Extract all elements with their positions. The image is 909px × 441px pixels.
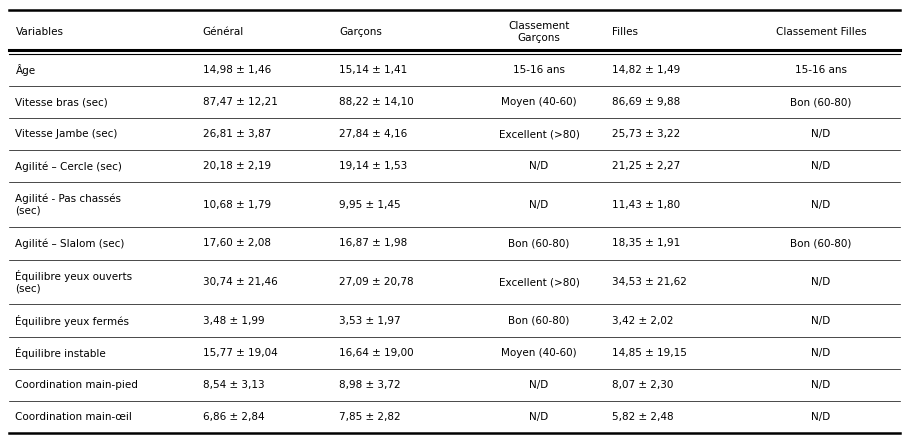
Text: Moyen (40-60): Moyen (40-60)	[501, 97, 577, 107]
Text: 15-16 ans: 15-16 ans	[794, 65, 847, 75]
Text: Vitesse Jambe (sec): Vitesse Jambe (sec)	[15, 129, 118, 139]
Text: 14,85 ± 19,15: 14,85 ± 19,15	[612, 348, 686, 358]
Text: Agilité – Slalom (sec): Agilité – Slalom (sec)	[15, 238, 125, 249]
Text: Équilibre instable: Équilibre instable	[15, 347, 106, 359]
Text: 7,85 ± 2,82: 7,85 ± 2,82	[339, 412, 401, 422]
Text: N/D: N/D	[811, 129, 831, 139]
Text: 3,53 ± 1,97: 3,53 ± 1,97	[339, 316, 401, 325]
Text: 86,69 ± 9,88: 86,69 ± 9,88	[612, 97, 680, 107]
Text: Variables: Variables	[15, 27, 64, 37]
Text: N/D: N/D	[529, 412, 549, 422]
Text: 6,86 ± 2,84: 6,86 ± 2,84	[203, 412, 265, 422]
Text: 19,14 ± 1,53: 19,14 ± 1,53	[339, 161, 407, 171]
Text: 17,60 ± 2,08: 17,60 ± 2,08	[203, 239, 271, 248]
Text: 21,25 ± 2,27: 21,25 ± 2,27	[612, 161, 680, 171]
Text: 8,54 ± 3,13: 8,54 ± 3,13	[203, 380, 265, 390]
Text: Classement Filles: Classement Filles	[775, 27, 866, 37]
Text: Excellent (>80): Excellent (>80)	[499, 129, 579, 139]
Text: Équilibre yeux fermés: Équilibre yeux fermés	[15, 314, 129, 327]
Text: Bon (60-80): Bon (60-80)	[508, 239, 570, 248]
Text: N/D: N/D	[811, 412, 831, 422]
Text: N/D: N/D	[529, 380, 549, 390]
Text: Filles: Filles	[612, 27, 638, 37]
Text: N/D: N/D	[811, 161, 831, 171]
Text: 11,43 ± 1,80: 11,43 ± 1,80	[612, 200, 680, 210]
Text: 30,74 ± 21,46: 30,74 ± 21,46	[203, 277, 277, 287]
Text: 14,82 ± 1,49: 14,82 ± 1,49	[612, 65, 680, 75]
Text: 25,73 ± 3,22: 25,73 ± 3,22	[612, 129, 680, 139]
Text: N/D: N/D	[811, 277, 831, 287]
Text: N/D: N/D	[811, 380, 831, 390]
Text: N/D: N/D	[529, 200, 549, 210]
Text: Général: Général	[203, 27, 244, 37]
Text: Coordination main-œil: Coordination main-œil	[15, 412, 133, 422]
Text: 18,35 ± 1,91: 18,35 ± 1,91	[612, 239, 680, 248]
Text: Vitesse bras (sec): Vitesse bras (sec)	[15, 97, 108, 107]
Text: Bon (60-80): Bon (60-80)	[790, 239, 852, 248]
Text: Garçons: Garçons	[339, 27, 382, 37]
Text: 9,95 ± 1,45: 9,95 ± 1,45	[339, 200, 401, 210]
Text: 15,77 ± 19,04: 15,77 ± 19,04	[203, 348, 277, 358]
Text: Âge: Âge	[15, 64, 35, 76]
Text: N/D: N/D	[529, 161, 549, 171]
Text: Moyen (40-60): Moyen (40-60)	[501, 348, 577, 358]
Text: 3,42 ± 2,02: 3,42 ± 2,02	[612, 316, 674, 325]
Text: Bon (60-80): Bon (60-80)	[508, 316, 570, 325]
Text: Agilité – Cercle (sec): Agilité – Cercle (sec)	[15, 161, 123, 172]
Text: 14,98 ± 1,46: 14,98 ± 1,46	[203, 65, 271, 75]
Text: 8,98 ± 3,72: 8,98 ± 3,72	[339, 380, 401, 390]
Text: 27,09 ± 20,78: 27,09 ± 20,78	[339, 277, 414, 287]
Text: Équilibre yeux ouverts
(sec): Équilibre yeux ouverts (sec)	[15, 270, 133, 294]
Text: Excellent (>80): Excellent (>80)	[499, 277, 579, 287]
Text: 10,68 ± 1,79: 10,68 ± 1,79	[203, 200, 271, 210]
Text: 5,82 ± 2,48: 5,82 ± 2,48	[612, 412, 674, 422]
Text: 20,18 ± 2,19: 20,18 ± 2,19	[203, 161, 271, 171]
Text: Bon (60-80): Bon (60-80)	[790, 97, 852, 107]
Text: N/D: N/D	[811, 348, 831, 358]
Text: N/D: N/D	[811, 200, 831, 210]
Text: 16,87 ± 1,98: 16,87 ± 1,98	[339, 239, 407, 248]
Text: 87,47 ± 12,21: 87,47 ± 12,21	[203, 97, 277, 107]
Text: Classement
Garçons: Classement Garçons	[508, 21, 570, 42]
Text: 34,53 ± 21,62: 34,53 ± 21,62	[612, 277, 686, 287]
Text: 88,22 ± 14,10: 88,22 ± 14,10	[339, 97, 414, 107]
Text: 8,07 ± 2,30: 8,07 ± 2,30	[612, 380, 674, 390]
Text: Coordination main-pied: Coordination main-pied	[15, 380, 138, 390]
Text: 27,84 ± 4,16: 27,84 ± 4,16	[339, 129, 407, 139]
Text: 16,64 ± 19,00: 16,64 ± 19,00	[339, 348, 414, 358]
Text: 3,48 ± 1,99: 3,48 ± 1,99	[203, 316, 265, 325]
Text: N/D: N/D	[811, 316, 831, 325]
Text: 26,81 ± 3,87: 26,81 ± 3,87	[203, 129, 271, 139]
Text: Agilité - Pas chassés
(sec): Agilité - Pas chassés (sec)	[15, 194, 122, 216]
Text: 15-16 ans: 15-16 ans	[513, 65, 565, 75]
Text: 15,14 ± 1,41: 15,14 ± 1,41	[339, 65, 407, 75]
